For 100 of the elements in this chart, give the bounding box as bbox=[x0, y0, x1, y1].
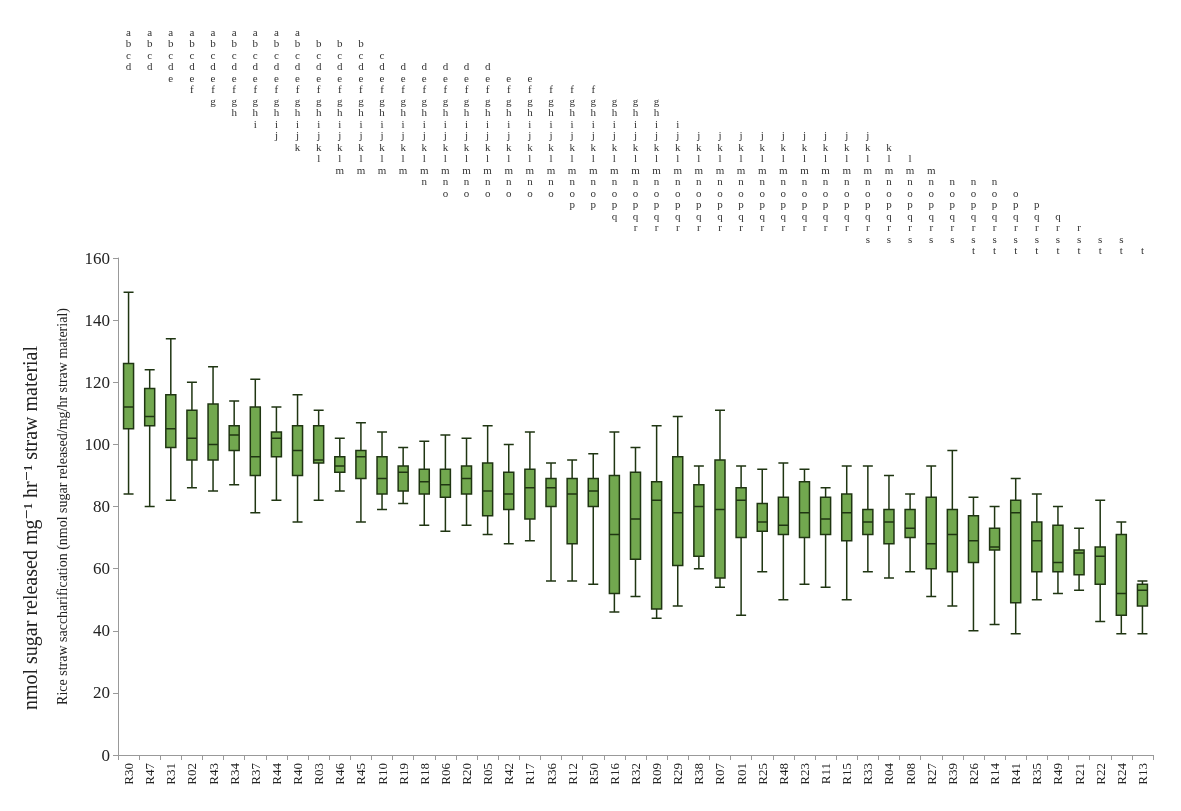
text: abcd bbox=[146, 25, 153, 73]
x-tick-label: R43 bbox=[205, 763, 221, 785]
x-tick-label: R23 bbox=[796, 763, 812, 785]
x-tick-label: R24 bbox=[1113, 762, 1129, 785]
x-tick-label: R27 bbox=[923, 762, 939, 785]
text: jklmnopqr bbox=[779, 129, 788, 234]
x-tick-label: R19 bbox=[395, 763, 411, 785]
x-tick-label: R37 bbox=[247, 762, 263, 785]
text: nopqrst bbox=[991, 175, 998, 257]
text: jklmnopqr bbox=[800, 129, 809, 234]
text: jklmnopqr bbox=[842, 129, 852, 234]
x-tick-label: R06 bbox=[437, 762, 453, 785]
x-tick-label: R22 bbox=[1092, 763, 1108, 785]
y-axis-title: Rice straw saccharification (nmol sugar released/mg/hr straw material) bbox=[54, 307, 71, 705]
text: jklmnopqr bbox=[757, 129, 767, 234]
text: defghijklmn bbox=[419, 60, 429, 188]
text: ghijklmnopqr bbox=[652, 94, 661, 234]
x-tick-label: R32 bbox=[628, 763, 643, 785]
text: st bbox=[1119, 232, 1124, 257]
x-tick-label: R07 bbox=[712, 762, 728, 785]
x-tick-label: R11 bbox=[818, 763, 834, 785]
text: abcdefghijk bbox=[294, 25, 301, 153]
x-tick-label: R10 bbox=[374, 763, 390, 785]
x-tick-label: R39 bbox=[944, 763, 960, 785]
x-tick-label: R36 bbox=[543, 762, 559, 785]
x-tick-label: R46 bbox=[332, 762, 348, 785]
text: t bbox=[1140, 244, 1144, 257]
y-tick-label: 60 bbox=[93, 559, 110, 579]
text: abcdefgh bbox=[231, 25, 238, 119]
x-tick-label: R16 bbox=[606, 762, 622, 785]
text: defghijklmno bbox=[462, 60, 471, 199]
y-tick-label: 80 bbox=[93, 497, 110, 516]
x-tick-label: R02 bbox=[184, 763, 200, 785]
x-tick-label: R34 bbox=[226, 762, 242, 785]
text: lmnopqrs bbox=[863, 152, 873, 245]
x-tick-label: R30 bbox=[121, 763, 137, 785]
text: efghijklmno bbox=[525, 71, 535, 199]
y-tick-label: 100 bbox=[84, 434, 110, 454]
x-tick-label: R08 bbox=[902, 763, 918, 785]
text: fghijklmno bbox=[546, 83, 556, 199]
x-tick-label: R03 bbox=[311, 763, 327, 785]
text: ghijklmnopq bbox=[610, 94, 619, 222]
text: pqrst bbox=[1034, 198, 1041, 257]
y-tick-label: 40 bbox=[93, 621, 110, 641]
x-tick-label: R29 bbox=[670, 763, 686, 785]
text: rst bbox=[1076, 221, 1082, 257]
x-tick-label: R50 bbox=[585, 763, 601, 785]
text: nopqrst bbox=[970, 175, 977, 257]
x-tick-label: R01 bbox=[733, 763, 749, 785]
x-tick-label: R45 bbox=[353, 763, 369, 785]
text: ghijklmnopqr bbox=[631, 94, 640, 234]
text: fghijklmnop bbox=[588, 83, 598, 211]
x-tick-label: R41 bbox=[1008, 763, 1024, 785]
text: st bbox=[1098, 232, 1103, 257]
y-tick-label: 20 bbox=[93, 683, 110, 703]
text: defghijklmno bbox=[441, 60, 450, 199]
x-tick-label: R04 bbox=[881, 762, 897, 785]
text: fghijklmnop bbox=[567, 83, 577, 211]
x-tick-label: R13 bbox=[1134, 763, 1150, 785]
x-tick-label: R12 bbox=[564, 763, 580, 785]
text: abcde bbox=[168, 25, 175, 84]
x-tick-label: R35 bbox=[1029, 763, 1045, 785]
x-tick-label: R25 bbox=[754, 763, 770, 785]
x-tick-label: R38 bbox=[691, 763, 707, 785]
text: mnopqrs bbox=[884, 163, 894, 245]
x-tick-label: R20 bbox=[459, 763, 475, 785]
text: jklmnopqr bbox=[821, 129, 830, 234]
y-tick-label: 160 bbox=[84, 248, 110, 268]
text: cdefghijklm bbox=[377, 48, 387, 176]
x-tick-label: R42 bbox=[501, 763, 517, 785]
text: mnopqrs bbox=[926, 163, 936, 245]
text: jklmnopqr bbox=[736, 129, 746, 234]
text: defghijklm bbox=[398, 60, 408, 176]
x-tick-label: R05 bbox=[480, 763, 496, 785]
text: abcdef bbox=[189, 25, 196, 96]
text: jklmnopqr bbox=[694, 129, 704, 234]
text: bcdefghijkl bbox=[315, 37, 322, 165]
text: jklmnopqr bbox=[715, 129, 725, 234]
text: nmol sugar released mg⁻¹ hr⁻¹ straw material bbox=[19, 345, 42, 711]
text: ijklmnopqr bbox=[673, 117, 683, 234]
x-tick-label: R14 bbox=[987, 762, 1003, 785]
x-tick-label: R49 bbox=[1050, 763, 1066, 785]
text: efghijklmno bbox=[504, 71, 514, 199]
x-tick-label: R17 bbox=[522, 762, 538, 785]
text: nopqrs bbox=[949, 175, 956, 245]
x-tick-label: R48 bbox=[775, 763, 791, 785]
text: bcdefghijklm bbox=[335, 37, 345, 176]
text: abcdefghi bbox=[252, 25, 259, 130]
x-tick-label: R33 bbox=[860, 763, 876, 785]
y-tick-label: 0 bbox=[101, 745, 110, 765]
x-tick-label: R21 bbox=[1071, 763, 1087, 785]
x-tick-label: R26 bbox=[965, 762, 981, 785]
text: abcdefg bbox=[210, 25, 217, 107]
x-tick-label: R40 bbox=[290, 763, 306, 785]
text: opqrst bbox=[1012, 186, 1019, 257]
y-tick-label: 120 bbox=[84, 372, 110, 392]
y-tick-label: 140 bbox=[84, 310, 110, 330]
text: abcdefghij bbox=[273, 25, 280, 142]
x-tick-label: R44 bbox=[268, 762, 284, 785]
x-tick-label: R09 bbox=[649, 763, 665, 785]
